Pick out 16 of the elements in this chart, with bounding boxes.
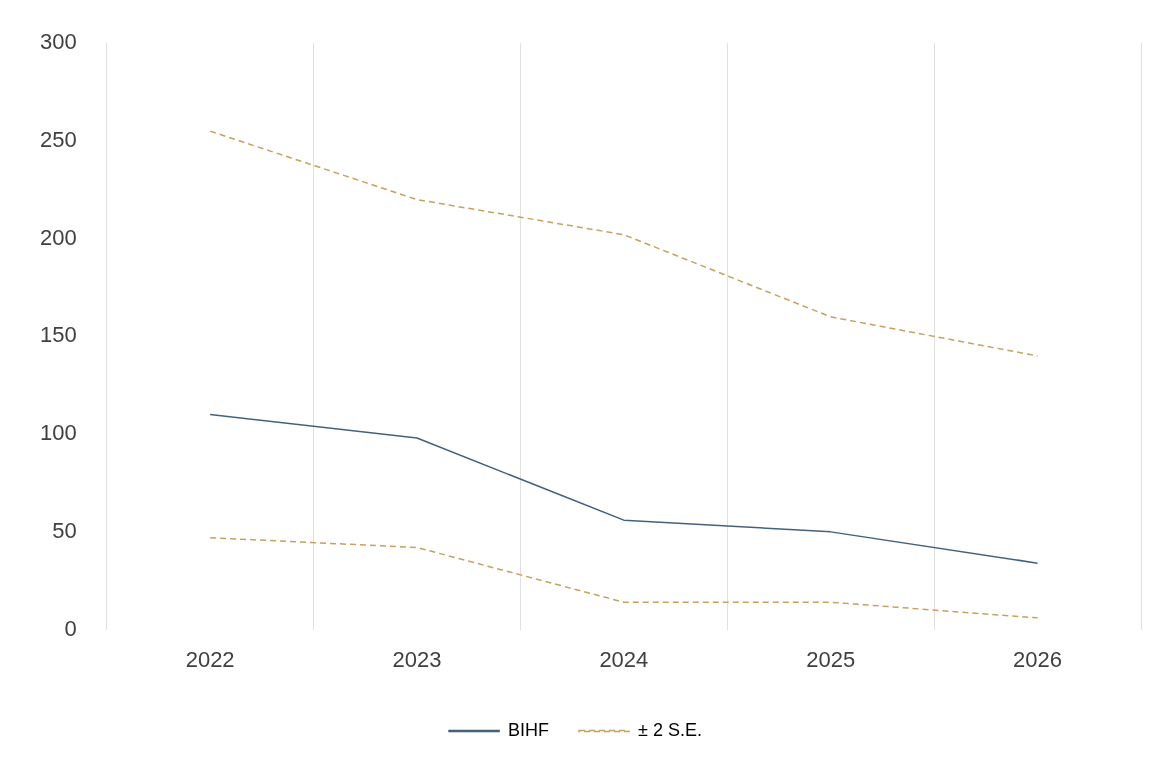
y-tick-label: 100 (39, 420, 77, 446)
y-tick-label: 50 (52, 517, 77, 543)
x-tick-label: 2025 (806, 646, 856, 672)
x-tick-label: 2026 (1013, 646, 1063, 672)
x-tick-label: 2022 (185, 646, 235, 672)
y-tick-label: 250 (39, 127, 77, 152)
line-series (209, 536, 1039, 619)
line-series (209, 130, 1039, 357)
y-tick-label: 200 (39, 224, 77, 250)
x-tick-label: 2024 (599, 646, 649, 672)
legend-label: ± 2 S.E. (638, 719, 702, 740)
y-tick-label: 0 (64, 615, 77, 641)
x-tick-label: 2023 (392, 646, 442, 672)
y-tick-label: 300 (39, 29, 77, 55)
legend-label: BIHF (508, 719, 550, 740)
y-tick-label: 150 (39, 322, 77, 348)
